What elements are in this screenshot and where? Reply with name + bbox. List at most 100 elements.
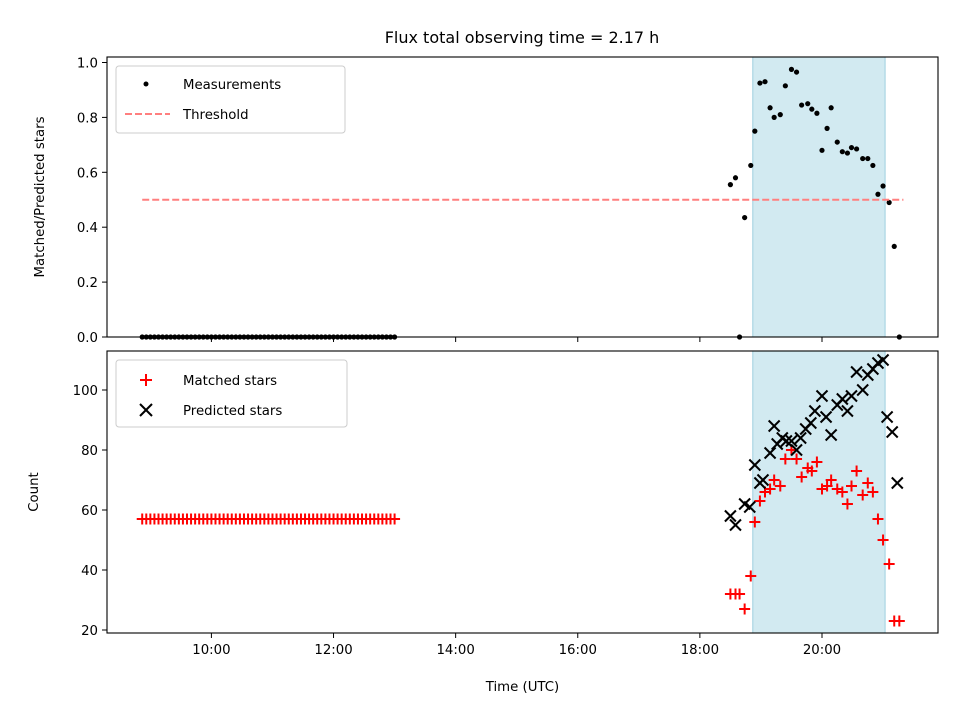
predicted-star-point — [724, 509, 737, 523]
matched-star-point — [825, 474, 837, 486]
matched-star-point — [877, 534, 889, 546]
predicted-star-point — [804, 416, 818, 430]
predicted-star-point — [824, 428, 838, 442]
predicted-star-point — [891, 476, 904, 490]
measurement-point — [839, 149, 845, 155]
top-y-axis-label: Matched/Predicted stars — [33, 116, 48, 277]
y-tick-label: 0.2 — [77, 276, 98, 291]
matched-star-point — [734, 588, 746, 600]
matched-star-point — [389, 513, 401, 525]
predicted-star-point — [845, 389, 858, 403]
x-stroke-b — [724, 509, 737, 523]
matched-star-point — [806, 465, 818, 477]
x-stroke-b — [856, 383, 869, 397]
y-tick-label: 20 — [81, 624, 98, 639]
measurement-point — [834, 139, 840, 145]
measurement-point — [771, 114, 777, 120]
matched-star-point — [754, 495, 766, 507]
matched-star-point — [821, 480, 833, 492]
x-stroke-b — [815, 389, 829, 403]
predicted-star-point — [808, 404, 822, 418]
predicted-star-point — [780, 434, 793, 448]
y-tick-label: 100 — [73, 384, 98, 399]
matched-star-point — [764, 483, 776, 495]
bottom-legend: Matched stars Predicted stars — [115, 359, 348, 428]
x-stroke-b — [729, 518, 742, 532]
matched-star-point — [846, 480, 858, 492]
measurement-point — [848, 144, 855, 151]
measurement-point — [793, 69, 800, 75]
measurement-point — [788, 66, 795, 72]
measurement-point — [860, 155, 866, 162]
predicted-star-point — [767, 419, 781, 433]
matched-star-point — [774, 480, 786, 492]
matched-star-point — [739, 603, 751, 615]
predicted-star-point — [748, 458, 762, 472]
predicted-star-point — [743, 500, 756, 514]
chart-title: Flux total observing time = 2.17 h — [385, 28, 660, 47]
top-legend: Measurements Threshold — [115, 65, 346, 134]
predicted-legend-marker — [139, 403, 153, 417]
predicted-star-point — [815, 389, 829, 403]
x-stroke-b — [824, 428, 838, 442]
bottom-plot-panel: 10:00 12:00 14:00 16:00 18:00 20:00 20 40 60 80 1… — [27, 350, 939, 695]
x-stroke-b — [790, 443, 803, 457]
measurement-point — [762, 79, 768, 85]
measurement-point — [752, 128, 758, 134]
predicted-star-point — [785, 434, 798, 448]
x-stroke-b — [738, 497, 751, 511]
matched-star-point — [872, 513, 884, 525]
x-tick-label: 14:00 — [436, 643, 474, 658]
predicted-legend-label: Predicted stars — [183, 404, 282, 419]
x-stroke-b — [763, 446, 777, 460]
x-stroke-b — [850, 365, 863, 379]
bottom-y-ticks: 20 40 60 80 100 — [73, 384, 107, 639]
measurement-point — [799, 102, 805, 108]
measurement-point — [870, 162, 876, 169]
measurement-point — [828, 105, 834, 111]
predicted-star-point — [856, 383, 869, 397]
measurement-point — [824, 125, 830, 131]
y-tick-label: 0.8 — [77, 111, 98, 126]
threshold-legend-label: Threshold — [182, 108, 249, 123]
matched-star-point — [796, 471, 808, 483]
predicted-star-point — [885, 425, 899, 439]
predicted-star-point — [763, 446, 777, 460]
matched-star-point — [745, 570, 757, 582]
matched-star-point — [857, 489, 869, 501]
bottom-plot-frame — [106, 350, 939, 634]
top-plot-panel: 0.0 0.2 0.4 0.6 0.8 1.0 Matched/Predicted sta… — [33, 56, 939, 346]
x-stroke-b — [836, 392, 849, 406]
measurement-point — [748, 162, 754, 169]
x-stroke-b — [780, 434, 793, 448]
top-x-ticks — [210, 337, 823, 342]
x-stroke-b — [756, 473, 770, 487]
y-tick-label: 1.0 — [77, 56, 98, 71]
predicted-star-point — [794, 431, 807, 445]
top-y-ticks: 0.0 0.2 0.4 0.6 0.8 1.0 — [77, 56, 107, 346]
y-tick-label: 0.4 — [77, 221, 98, 236]
x-axis-label: Time (UTC) — [485, 680, 560, 695]
predicted-star-point — [880, 410, 894, 424]
top-legend-box — [115, 65, 346, 134]
predicted-star-point — [876, 353, 890, 367]
x-stroke-b — [845, 389, 858, 403]
measurement-point — [886, 199, 892, 206]
y-tick-label: 80 — [81, 444, 98, 459]
bottom-legend-box — [115, 359, 348, 428]
x-stroke-b — [808, 404, 822, 418]
x-stroke-b — [880, 410, 894, 424]
x-stroke-b — [885, 425, 899, 439]
x-tick-label: 10:00 — [192, 643, 230, 658]
x-tick-label: 12:00 — [314, 643, 352, 658]
top-plot-marks — [139, 66, 904, 340]
x-stroke-b — [891, 476, 904, 490]
measurement-point — [777, 112, 783, 118]
measurement-point — [875, 191, 881, 197]
predicted-star-point — [729, 518, 742, 532]
measurement-point — [742, 214, 748, 221]
measurements-legend-marker — [143, 81, 149, 87]
x-stroke-b — [748, 458, 762, 472]
matched-star-point — [867, 486, 879, 498]
